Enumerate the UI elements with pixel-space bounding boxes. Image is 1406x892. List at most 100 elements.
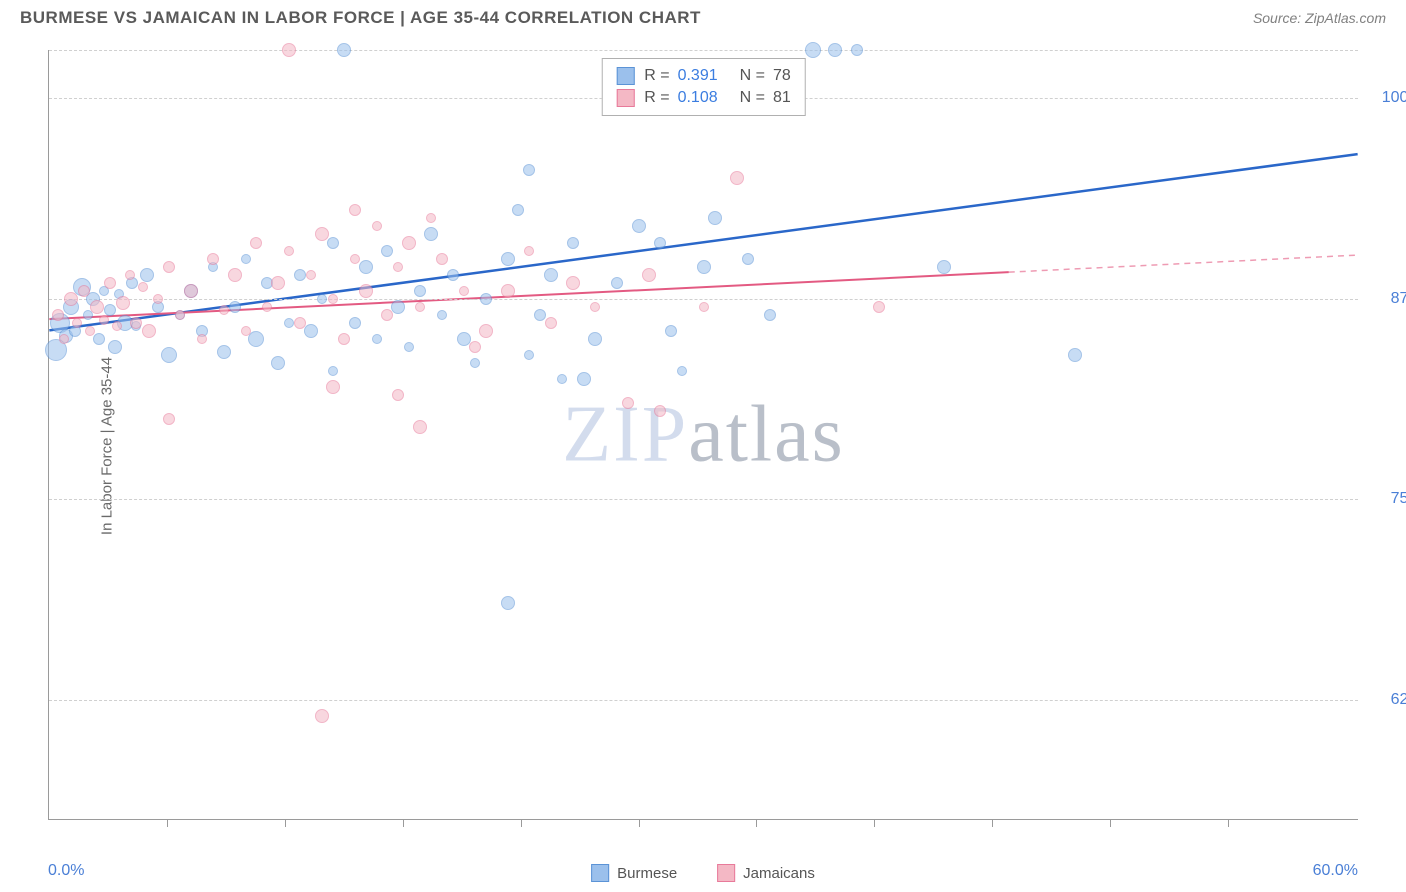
scatter-point (262, 302, 272, 312)
scatter-point (730, 171, 744, 185)
scatter-point (828, 43, 842, 57)
scatter-point (381, 245, 393, 257)
y-tick-label: 75.0% (1366, 490, 1406, 508)
scatter-point (349, 317, 361, 329)
scatter-point (697, 260, 711, 274)
scatter-point (480, 293, 492, 305)
scatter-point (544, 268, 558, 282)
scatter-point (665, 325, 677, 337)
scatter-point (64, 292, 78, 306)
series-legend-label: Jamaicans (743, 865, 815, 882)
scatter-point (372, 334, 382, 344)
scatter-point (851, 44, 863, 56)
x-tick (639, 819, 640, 827)
scatter-point (742, 253, 754, 265)
scatter-point (184, 284, 198, 298)
series-legend-item: Burmese (591, 864, 677, 882)
scatter-point (90, 300, 104, 314)
scatter-point (138, 282, 148, 292)
x-tick (167, 819, 168, 827)
scatter-point (1068, 348, 1082, 362)
x-tick (992, 819, 993, 827)
scatter-point (241, 254, 251, 264)
scatter-point (130, 317, 142, 329)
scatter-point (501, 252, 515, 266)
x-axis-max-label: 60.0% (1313, 862, 1358, 880)
grid-line-h (49, 299, 1358, 300)
trend-lines-svg (49, 50, 1358, 819)
x-tick (1110, 819, 1111, 827)
legend-n-value: 78 (773, 65, 791, 87)
scatter-point (622, 397, 634, 409)
scatter-point (317, 294, 327, 304)
scatter-point (588, 332, 602, 346)
scatter-point (306, 270, 316, 280)
x-tick (285, 819, 286, 827)
scatter-point (197, 334, 207, 344)
x-tick (756, 819, 757, 827)
scatter-point (315, 709, 329, 723)
scatter-point (359, 260, 373, 274)
x-tick (874, 819, 875, 827)
scatter-point (217, 345, 231, 359)
scatter-point (381, 309, 393, 321)
scatter-point (327, 237, 339, 249)
scatter-point (228, 268, 242, 282)
legend-n-value: 81 (773, 87, 791, 109)
scatter-point (328, 366, 338, 376)
scatter-point (534, 309, 546, 321)
scatter-point (337, 43, 351, 57)
scatter-point (52, 309, 64, 321)
legend-swatch (591, 864, 609, 882)
scatter-point (501, 284, 515, 298)
scatter-point (524, 350, 534, 360)
scatter-point (402, 236, 416, 250)
scatter-point (632, 219, 646, 233)
grid-line-h (49, 50, 1358, 51)
scatter-point (577, 372, 591, 386)
scatter-point (294, 317, 306, 329)
scatter-point (436, 253, 448, 265)
trend-line-dashed (1009, 255, 1358, 272)
scatter-point (470, 358, 480, 368)
scatter-point (512, 204, 524, 216)
x-axis-min-label: 0.0% (48, 862, 84, 880)
legend-n-label: N = (740, 65, 765, 87)
scatter-point (699, 302, 709, 312)
grid-line-h (49, 700, 1358, 701)
scatter-point (219, 305, 229, 315)
scatter-point (271, 356, 285, 370)
scatter-point (125, 270, 135, 280)
scatter-point (677, 366, 687, 376)
scatter-point (304, 324, 318, 338)
scatter-point (447, 269, 459, 281)
scatter-point (78, 285, 90, 297)
scatter-point (393, 262, 403, 272)
scatter-point (873, 301, 885, 313)
legend-swatch (616, 67, 634, 85)
source-label: Source: ZipAtlas.com (1253, 10, 1386, 26)
scatter-point (524, 246, 534, 256)
legend-r-value: 0.391 (678, 65, 718, 87)
scatter-point (415, 302, 425, 312)
legend-r-label: R = (644, 87, 669, 109)
scatter-point (708, 211, 722, 225)
scatter-point (326, 380, 340, 394)
scatter-point (424, 227, 438, 241)
scatter-point (241, 326, 251, 336)
legend-r-value: 0.108 (678, 87, 718, 109)
watermark: ZIPatlas (562, 389, 845, 480)
scatter-point (338, 333, 350, 345)
scatter-point (248, 331, 264, 347)
scatter-point (479, 324, 493, 338)
scatter-point (294, 269, 306, 281)
legend-swatch (616, 89, 634, 107)
scatter-point (350, 254, 360, 264)
scatter-point (404, 342, 414, 352)
grid-line-h (49, 499, 1358, 500)
scatter-point (359, 284, 373, 298)
scatter-point (104, 304, 116, 316)
series-legend-item: Jamaicans (717, 864, 815, 882)
scatter-point (229, 301, 241, 313)
scatter-point (99, 315, 109, 325)
